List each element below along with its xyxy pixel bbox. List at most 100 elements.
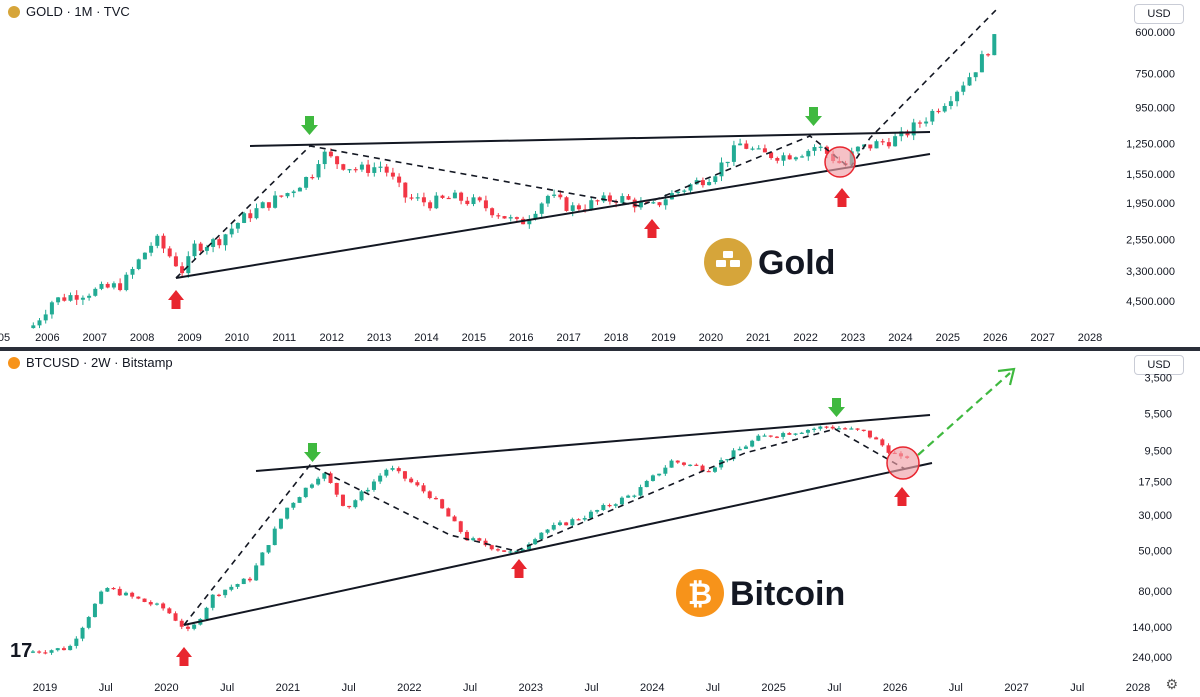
btc-candle xyxy=(849,428,854,430)
gold-x-tick-label: 2017 xyxy=(556,332,580,344)
gold-candle xyxy=(793,157,798,160)
btc-candle xyxy=(502,550,507,552)
gold-red-arrow-up xyxy=(644,219,660,238)
btc-red-arrow-up xyxy=(176,647,192,666)
settings-gear-icon[interactable]: ⚙ xyxy=(1165,676,1178,692)
gold-candle xyxy=(328,151,333,157)
btc-candle xyxy=(272,528,277,546)
gold-x-tick-label: 2012 xyxy=(319,332,343,344)
btc-candle xyxy=(402,471,407,479)
gold-y-tick-label: 3,300.000 xyxy=(1126,266,1175,278)
gold-candle xyxy=(111,283,116,288)
gold-candle xyxy=(155,235,160,246)
tradingview-logo[interactable]: 17 xyxy=(10,640,33,662)
btc-candle xyxy=(384,469,389,476)
gold-candle xyxy=(545,195,550,204)
gold-resistance-line xyxy=(249,131,931,147)
gold-x-tick-label: 2011 xyxy=(273,332,297,344)
btc-candle xyxy=(210,594,215,608)
btc-candle xyxy=(173,613,178,621)
btc-candle xyxy=(452,516,457,522)
gold-candle xyxy=(161,235,166,249)
btc-candle xyxy=(650,475,655,481)
btc-chart-panel[interactable]: BTCUSD · 2W · Bitstamp USD 240,000 140,00… xyxy=(0,351,1200,697)
btc-x-tick-label: Jul xyxy=(827,682,841,694)
gold-candle xyxy=(322,151,327,165)
gold-candle xyxy=(242,213,247,223)
btc-y-tick-label: 80,000 xyxy=(1138,586,1172,598)
gold-candle xyxy=(56,297,61,303)
gold-candle xyxy=(167,248,172,257)
btc-candle xyxy=(378,475,383,482)
btc-chart-canvas[interactable]: 240,000 140,000 80,000 50,000 30,000 17,500 9,… xyxy=(0,351,1200,697)
btc-legend[interactable]: BTCUSD · 2W · Bitstamp xyxy=(8,355,173,370)
btc-green-arrow-down xyxy=(304,443,321,462)
btc-x-tick-label: 2019 xyxy=(33,682,57,694)
gold-candle xyxy=(390,172,395,177)
btc-candle xyxy=(886,445,891,453)
gold-candle xyxy=(948,101,953,106)
gold-candle xyxy=(930,110,935,122)
gold-candle xyxy=(204,246,209,251)
gold-candle xyxy=(459,192,464,201)
btc-candle xyxy=(278,518,283,529)
gold-candle xyxy=(527,218,532,225)
btc-candle xyxy=(626,495,631,498)
gold-candle xyxy=(254,208,259,219)
gold-candle xyxy=(917,122,922,124)
gold-x-tick-label: 2026 xyxy=(983,332,1007,344)
btc-candle xyxy=(700,465,705,472)
gold-candle xyxy=(80,297,85,300)
btc-candle xyxy=(142,598,147,603)
gold-candle xyxy=(124,274,129,291)
btc-candle xyxy=(229,586,234,590)
btc-candle xyxy=(68,645,73,651)
btc-y-tick-label: 240,000 xyxy=(1132,652,1172,664)
gold-candle xyxy=(818,146,823,148)
btc-candle xyxy=(588,511,593,519)
gold-candle xyxy=(979,54,984,73)
btc-x-tick-label: Jul xyxy=(99,682,113,694)
gold-chart-canvas[interactable]: 4,500.000 3,300.000 2,550.000 1,950.000 1,55… xyxy=(0,0,1200,347)
gold-candle xyxy=(235,222,240,229)
gold-candle xyxy=(93,288,98,296)
gold-support-line xyxy=(175,153,931,279)
gold-x-tick-label: 2020 xyxy=(699,332,723,344)
btc-candle xyxy=(762,435,767,437)
btc-currency-button[interactable]: USD xyxy=(1134,355,1184,375)
gold-candle xyxy=(787,155,792,160)
gold-y-tick-label: 1,250.000 xyxy=(1126,139,1175,151)
btc-candle xyxy=(458,521,463,532)
bitcoin-icon xyxy=(676,569,724,617)
btc-candle xyxy=(551,525,556,530)
gold-candle xyxy=(353,169,358,171)
btc-candle xyxy=(309,484,314,488)
btc-candle xyxy=(235,584,240,587)
gold-legend[interactable]: GOLD · 1M · TVC xyxy=(8,4,130,19)
btc-candle xyxy=(843,428,848,430)
gold-candle xyxy=(663,199,668,206)
gold-candle xyxy=(397,176,402,183)
btc-candle xyxy=(464,531,469,541)
gold-currency-button[interactable]: USD xyxy=(1134,4,1184,24)
panel-divider[interactable] xyxy=(0,347,1200,351)
gold-chart-panel[interactable]: GOLD · 1M · TVC USD 4,500.000 3,300.000 2,… xyxy=(0,0,1200,347)
btc-candle xyxy=(731,450,736,460)
gold-candle xyxy=(700,180,705,186)
gold-candle xyxy=(434,195,439,209)
btc-candle xyxy=(291,502,296,508)
btc-candle xyxy=(316,478,321,485)
btc-candle xyxy=(681,462,686,465)
gold-candle xyxy=(936,110,941,113)
btc-candle xyxy=(799,432,804,434)
gold-x-tick-label: 2028 xyxy=(1078,332,1102,344)
btc-candle xyxy=(508,551,513,553)
gold-x-tick-label: 2006 xyxy=(35,332,59,344)
gold-candle xyxy=(601,195,606,202)
gold-x-tick-label: 2009 xyxy=(177,332,201,344)
gold-bars-icon xyxy=(704,238,752,286)
gold-candle xyxy=(105,283,110,288)
btc-candle xyxy=(836,428,841,430)
gold-candle xyxy=(409,197,414,199)
btc-candle xyxy=(663,467,668,474)
